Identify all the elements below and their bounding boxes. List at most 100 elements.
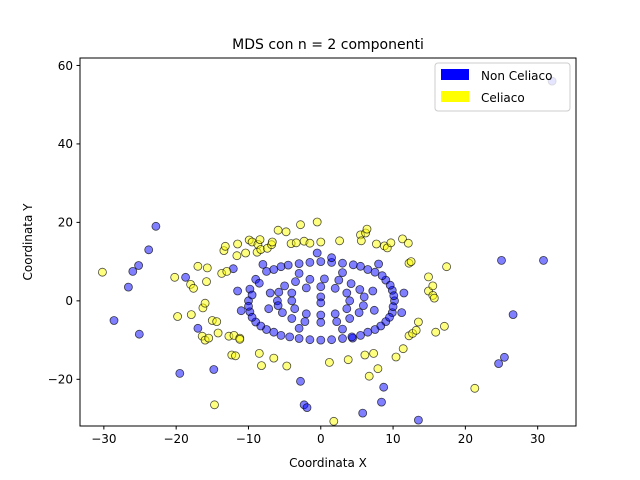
point-non-celiaco — [302, 403, 312, 413]
point-non-celiaco — [254, 278, 264, 288]
point-non-celiaco — [274, 287, 284, 297]
point-non-celiaco — [358, 408, 368, 418]
point-celiaco — [371, 239, 381, 249]
point-non-celiaco — [265, 288, 275, 298]
point-celiaco — [391, 352, 401, 362]
point-non-celiaco — [369, 305, 379, 315]
point-non-celiaco — [294, 334, 304, 343]
point-non-celiaco — [264, 304, 274, 314]
point-celiaco — [360, 350, 370, 360]
point-celiaco — [204, 333, 214, 343]
point-non-celiaco — [332, 317, 342, 327]
point-non-celiaco — [338, 258, 347, 268]
point-non-celiaco — [379, 382, 389, 392]
x-tick-label: −20 — [163, 432, 188, 446]
point-non-celiaco — [277, 308, 287, 318]
point-non-celiaco — [346, 279, 356, 289]
point-celiaco — [202, 277, 211, 287]
point-non-celiaco — [283, 260, 293, 270]
point-non-celiaco — [233, 286, 243, 296]
point-celiaco — [200, 298, 210, 308]
point-non-celiaco — [181, 272, 191, 282]
point-celiaco — [386, 238, 396, 248]
point-non-celiaco — [356, 261, 365, 271]
point-non-celiaco — [334, 275, 344, 285]
point-non-celiaco — [359, 292, 369, 302]
point-celiaco — [439, 321, 449, 331]
point-celiaco — [202, 263, 212, 273]
point-celiaco — [233, 239, 243, 249]
legend: Non Celiaco Celiaco — [434, 62, 571, 112]
point-non-celiaco — [368, 286, 378, 296]
y-axis-label: Coordinata Y — [21, 203, 35, 281]
point-non-celiaco — [193, 323, 203, 333]
x-tick-label: −10 — [236, 432, 261, 446]
point-celiaco — [305, 238, 315, 248]
point-non-celiaco — [316, 282, 326, 292]
point-non-celiaco — [345, 314, 355, 323]
point-non-celiaco — [244, 301, 253, 311]
point-celiaco — [220, 241, 230, 251]
point-non-celiaco — [348, 260, 358, 270]
point-celiaco — [356, 236, 366, 246]
point-non-celiaco — [151, 221, 161, 231]
point-non-celiaco — [338, 334, 347, 343]
point-non-celiaco — [499, 352, 509, 362]
point-celiaco — [369, 348, 379, 358]
legend-swatch-celiaco — [441, 91, 469, 102]
point-celiaco — [429, 293, 439, 303]
point-non-celiaco — [134, 329, 144, 339]
point-non-celiaco — [280, 281, 290, 291]
point-non-celiaco — [539, 255, 548, 265]
point-celiaco — [267, 237, 277, 247]
point-non-celiaco — [316, 335, 326, 345]
x-tick-label: 20 — [458, 432, 473, 446]
point-non-celiaco — [330, 283, 340, 293]
point-non-celiaco — [258, 259, 268, 269]
point-non-celiaco — [144, 245, 154, 255]
point-celiaco — [312, 217, 322, 227]
point-celiaco — [212, 317, 222, 327]
point-non-celiaco — [290, 304, 300, 314]
point-celiaco — [189, 283, 198, 293]
point-non-celiaco — [294, 259, 304, 269]
point-non-celiaco — [374, 259, 384, 269]
point-non-celiaco — [327, 253, 337, 263]
y-tick-label: 0 — [65, 294, 73, 308]
point-celiaco — [343, 355, 353, 365]
x-tick-label: −30 — [91, 432, 116, 446]
point-non-celiaco — [508, 310, 518, 320]
point-non-celiaco — [287, 314, 297, 323]
point-non-celiaco — [347, 332, 357, 342]
legend-label-non-celiaco: Non Celiaco — [481, 69, 552, 83]
point-non-celiaco — [175, 368, 185, 378]
point-celiaco — [231, 351, 240, 361]
ticks-layer: −30 −20 −10 0 10 20 30 −20 0 20 40 60 — [48, 59, 546, 446]
point-non-celiaco — [358, 301, 368, 311]
point-celiaco — [398, 344, 408, 354]
x-tick-label: 0 — [317, 432, 325, 446]
point-celiaco — [424, 272, 433, 282]
point-celiaco — [364, 371, 374, 381]
point-non-celiaco — [294, 323, 304, 333]
point-celiaco — [291, 238, 301, 248]
point-celiaco — [170, 272, 180, 282]
point-celiaco — [411, 325, 421, 335]
x-axis-label: Coordinata X — [289, 456, 367, 470]
point-non-celiaco — [385, 312, 394, 322]
point-celiaco — [362, 224, 372, 234]
point-non-celiaco — [388, 302, 398, 312]
x-tick-label: 30 — [530, 432, 545, 446]
point-non-celiaco — [269, 265, 279, 274]
point-non-celiaco — [399, 288, 409, 298]
point-non-celiaco — [316, 317, 326, 327]
point-non-celiaco — [342, 304, 352, 314]
point-non-celiaco — [312, 248, 322, 258]
legend-swatch-non-celiaco — [441, 69, 469, 80]
point-celiaco — [335, 236, 345, 246]
point-celiaco — [470, 383, 480, 393]
plot-frame — [79, 57, 577, 427]
point-celiaco — [316, 237, 326, 247]
point-celiaco — [398, 234, 407, 244]
